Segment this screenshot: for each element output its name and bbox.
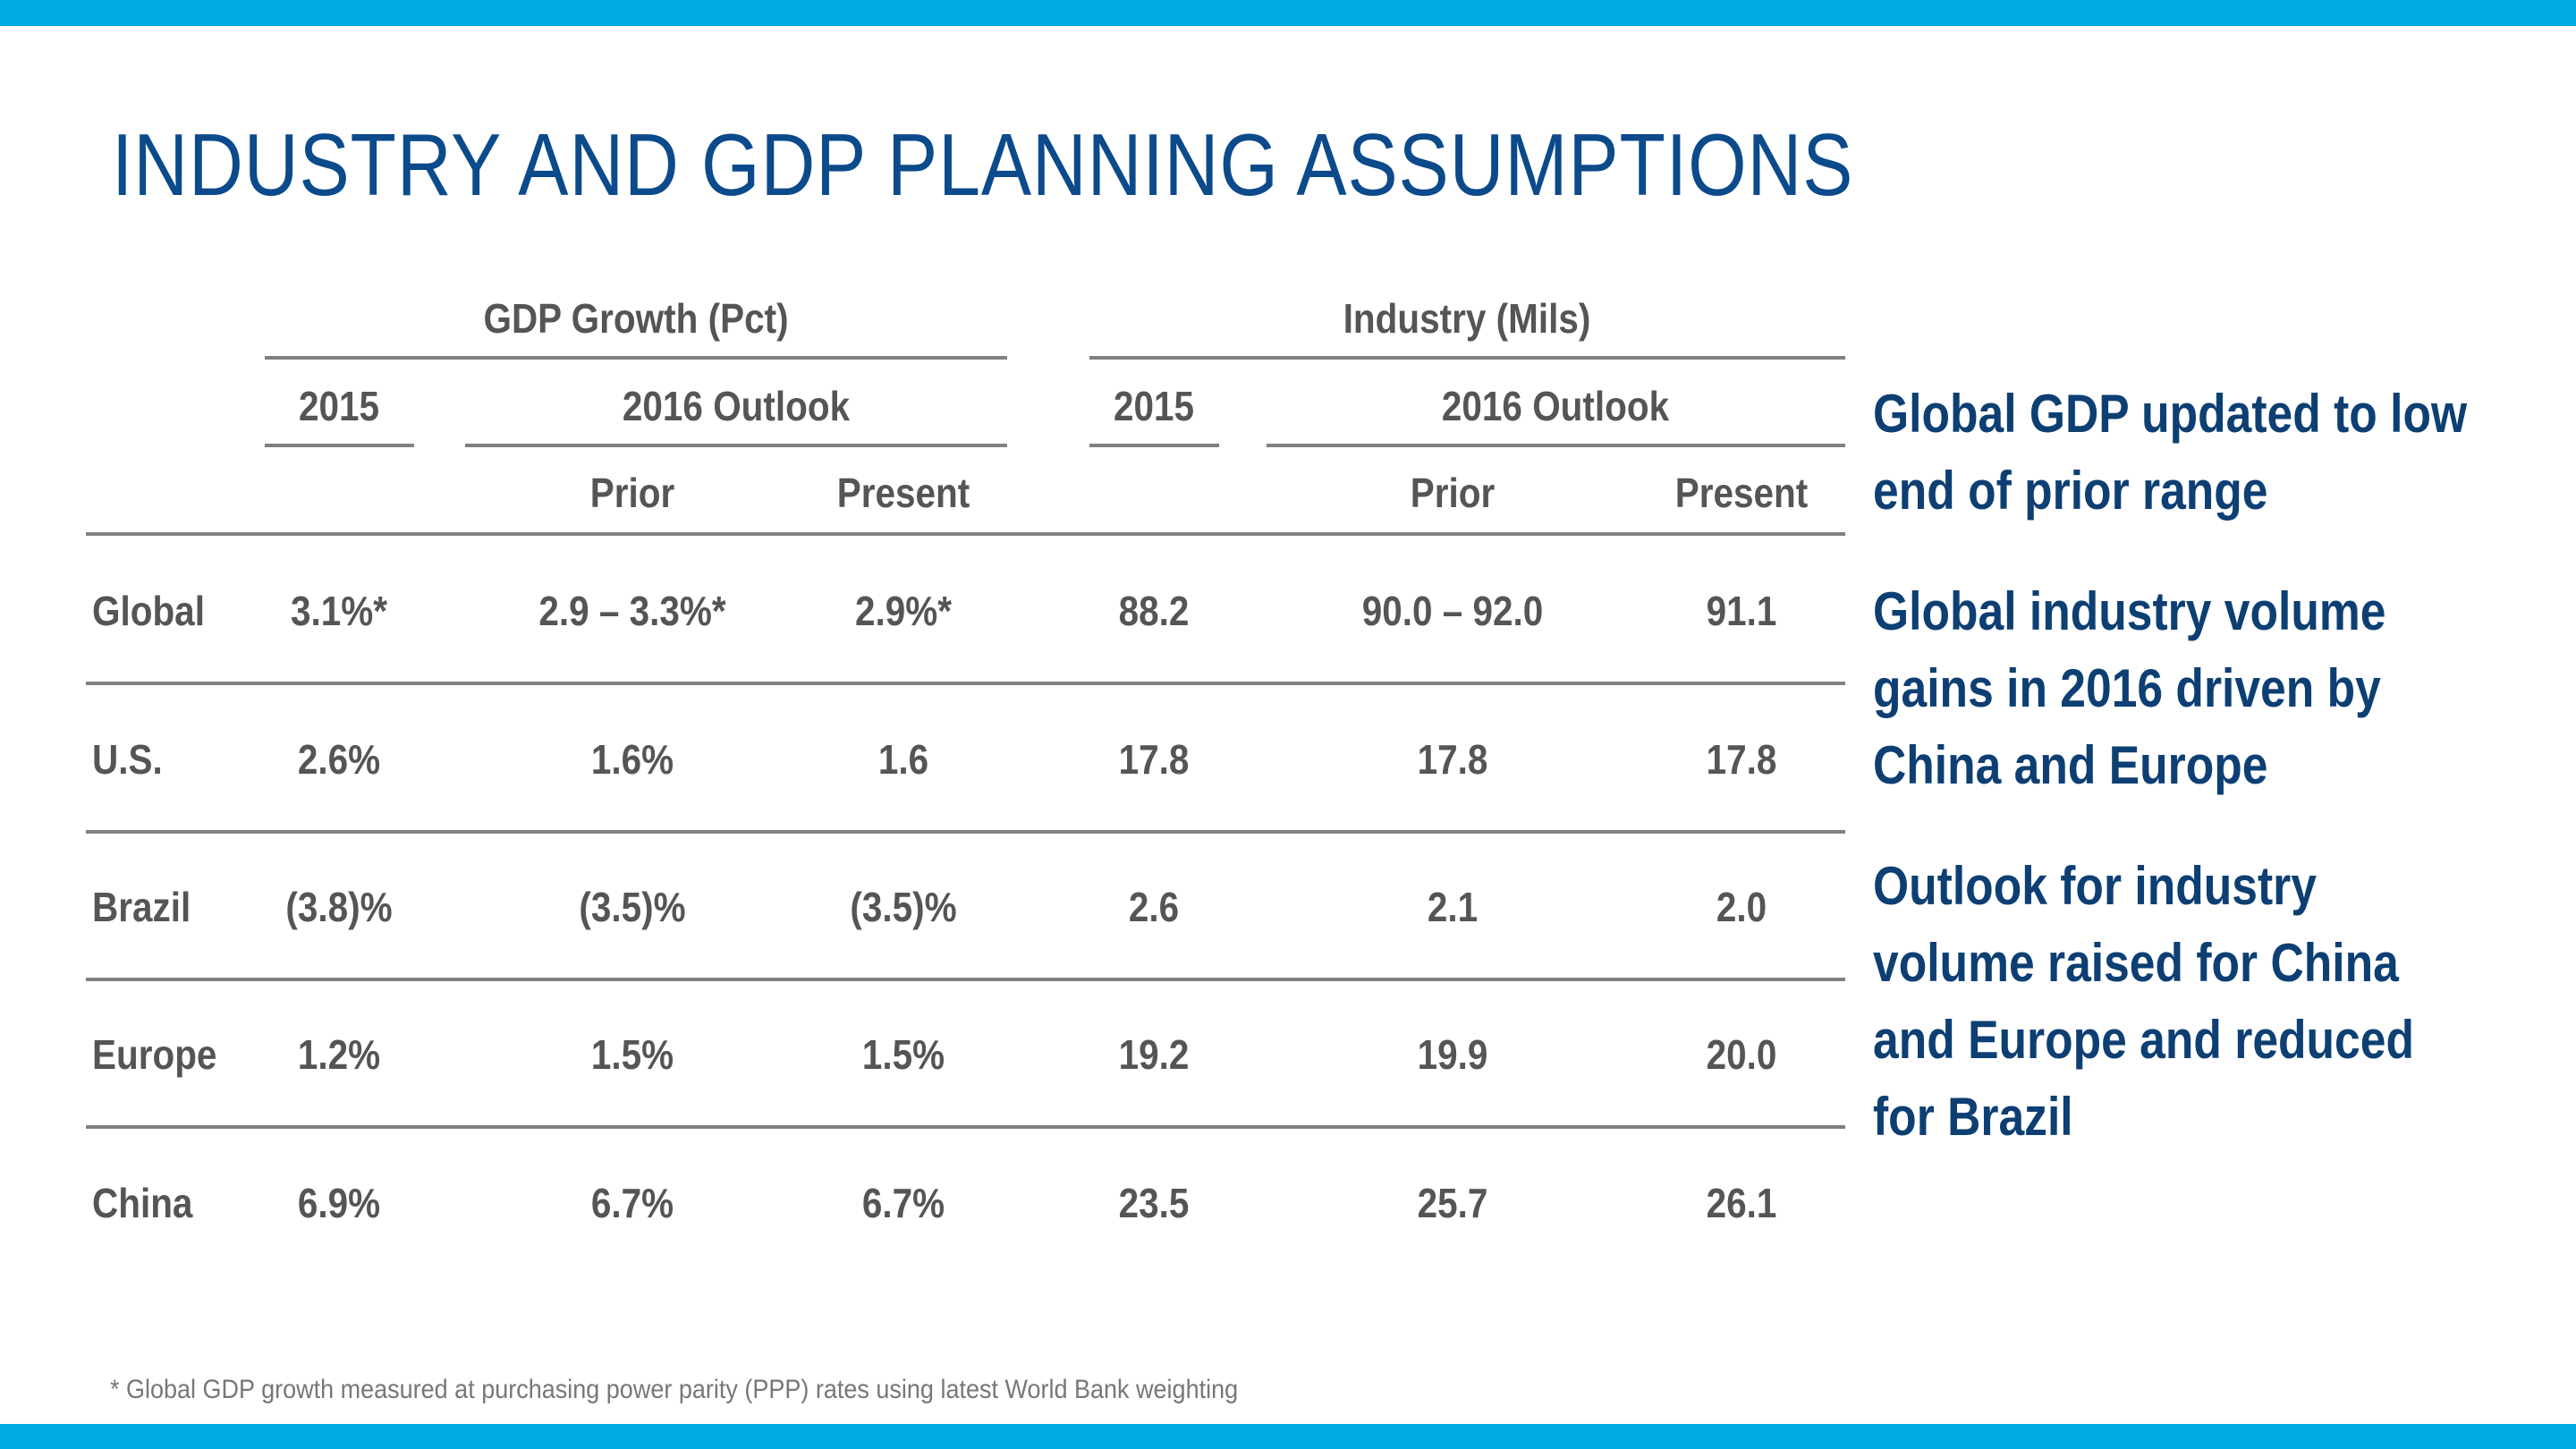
cell-industry-present: 26.1 — [1706, 1180, 1777, 1226]
takeaway-line: China and Europe — [1873, 735, 2268, 795]
cell-gdp-present: 1.6 — [877, 736, 929, 783]
group-header-industry: Industry (Mils) — [1343, 295, 1591, 342]
cell-industry-prior: 2.1 — [1427, 884, 1479, 930]
col-header-gdp-prior: Prior — [589, 470, 675, 516]
divider — [1267, 444, 1845, 447]
divider — [265, 444, 414, 447]
cell-industry-present: 2.0 — [1716, 884, 1767, 930]
takeaway-line: for Brazil — [1873, 1087, 2073, 1147]
top-accent-bar — [0, 0, 2576, 26]
cell-gdp-2015: 2.6% — [297, 736, 381, 783]
divider — [86, 532, 1845, 536]
cell-industry-present: 20.0 — [1706, 1031, 1777, 1078]
cell-gdp-2015: 3.1%* — [290, 588, 388, 634]
cell-industry-present: 17.8 — [1706, 736, 1777, 783]
takeaway-line: and Europe and reduced — [1873, 1010, 2414, 1070]
row-label: Brazil — [92, 884, 191, 930]
divider — [1089, 444, 1219, 447]
divider — [265, 356, 1007, 360]
divider — [86, 1125, 1845, 1129]
divider — [1089, 356, 1845, 360]
divider — [465, 444, 1007, 447]
cell-gdp-present: 1.5% — [861, 1031, 945, 1078]
page-title: INDUSTRY AND GDP PLANNING ASSUMPTIONS — [112, 115, 1854, 214]
cell-gdp-prior: 2.9 – 3.3%* — [538, 588, 726, 634]
cell-gdp-2015: (3.8)% — [285, 884, 393, 930]
cell-gdp-present: 2.9%* — [854, 588, 953, 634]
col-header-gdp-present: Present — [836, 470, 970, 516]
cell-gdp-2015: 6.9% — [297, 1180, 381, 1226]
subheader-industry-2015: 2015 — [1113, 383, 1195, 429]
takeaway-line: Global industry volume — [1873, 581, 2386, 641]
cell-industry-prior: 90.0 – 92.0 — [1361, 588, 1544, 634]
cell-gdp-prior: 1.6% — [590, 736, 674, 783]
takeaway-note: Global GDP updated to low end of prior ra… — [1873, 376, 2467, 530]
cell-industry-prior: 19.9 — [1417, 1031, 1488, 1078]
group-header-gdp: GDP Growth (Pct) — [483, 295, 789, 342]
row-label: Europe — [92, 1031, 217, 1078]
takeaway-line: gains in 2016 driven by — [1873, 658, 2381, 718]
cell-industry-present: 91.1 — [1706, 588, 1777, 634]
cell-gdp-prior: (3.5)% — [579, 884, 686, 930]
cell-industry-2015: 2.6 — [1128, 884, 1180, 930]
divider — [86, 682, 1845, 685]
row-label: China — [92, 1180, 193, 1226]
takeaway-note: Outlook for industry volume raised for Ch… — [1873, 848, 2414, 1156]
row-label: Global — [92, 588, 205, 634]
cell-industry-2015: 23.5 — [1118, 1180, 1190, 1226]
cell-industry-2015: 17.8 — [1118, 736, 1190, 783]
cell-industry-2015: 88.2 — [1118, 588, 1190, 634]
takeaway-line: Global GDP updated to low — [1873, 384, 2468, 444]
takeaway-line: end of prior range — [1873, 461, 2268, 521]
subheader-industry-2016-outlook: 2016 Outlook — [1441, 383, 1670, 429]
takeaway-line: Outlook for industry — [1873, 856, 2317, 916]
bottom-accent-bar — [0, 1424, 2576, 1449]
cell-gdp-2015: 1.2% — [297, 1031, 381, 1078]
cell-gdp-present: (3.5)% — [850, 884, 957, 930]
cell-gdp-prior: 6.7% — [590, 1180, 674, 1226]
takeaway-note: Global industry volume gains in 2016 driv… — [1873, 573, 2385, 804]
row-label: U.S. — [92, 736, 163, 783]
cell-gdp-present: 6.7% — [861, 1180, 945, 1226]
takeaway-line: volume raised for China — [1873, 933, 2399, 993]
col-header-industry-prior: Prior — [1410, 470, 1496, 516]
subheader-gdp-2016-outlook: 2016 Outlook — [622, 383, 851, 429]
divider — [86, 978, 1845, 981]
col-header-industry-present: Present — [1674, 470, 1809, 516]
subheader-gdp-2015: 2015 — [298, 383, 380, 429]
cell-industry-2015: 19.2 — [1118, 1031, 1190, 1078]
cell-industry-prior: 25.7 — [1417, 1180, 1488, 1226]
divider — [86, 830, 1845, 834]
footnote: * Global GDP growth measured at purchasi… — [110, 1375, 1239, 1404]
cell-gdp-prior: 1.5% — [590, 1031, 674, 1078]
cell-industry-prior: 17.8 — [1417, 736, 1488, 783]
